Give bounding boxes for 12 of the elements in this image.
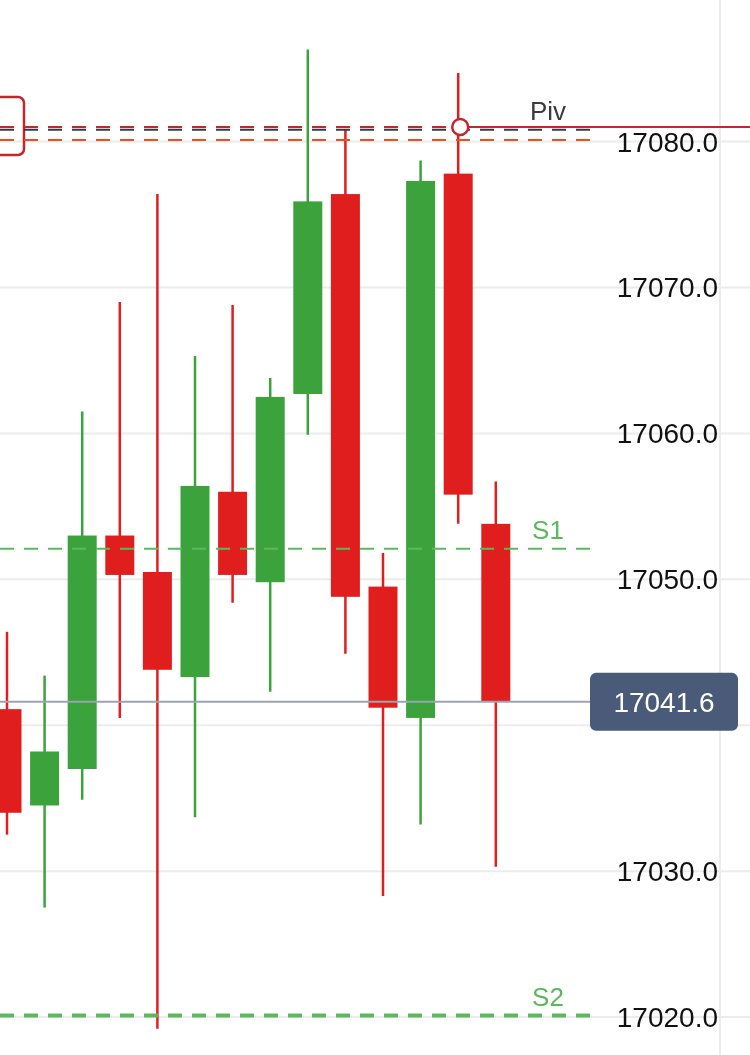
candlestick [105, 300, 135, 720]
candlestick [142, 192, 172, 1030]
y-tick-label: 17030.0 [616, 856, 718, 888]
y-tick-label: 17060.0 [616, 418, 718, 450]
ref-line-label: S1 [532, 514, 564, 545]
y-tick-label: 17070.0 [616, 272, 718, 304]
ref-line-label: 17041.6 [613, 686, 715, 718]
ref-line-label: Piv [529, 95, 567, 126]
y-tick-label: 17020.0 [616, 1002, 718, 1034]
y-tick-label: 17050.0 [616, 564, 718, 596]
y-tick-label: 17080.0 [616, 126, 718, 158]
ref-line-label: S2 [532, 981, 564, 1012]
